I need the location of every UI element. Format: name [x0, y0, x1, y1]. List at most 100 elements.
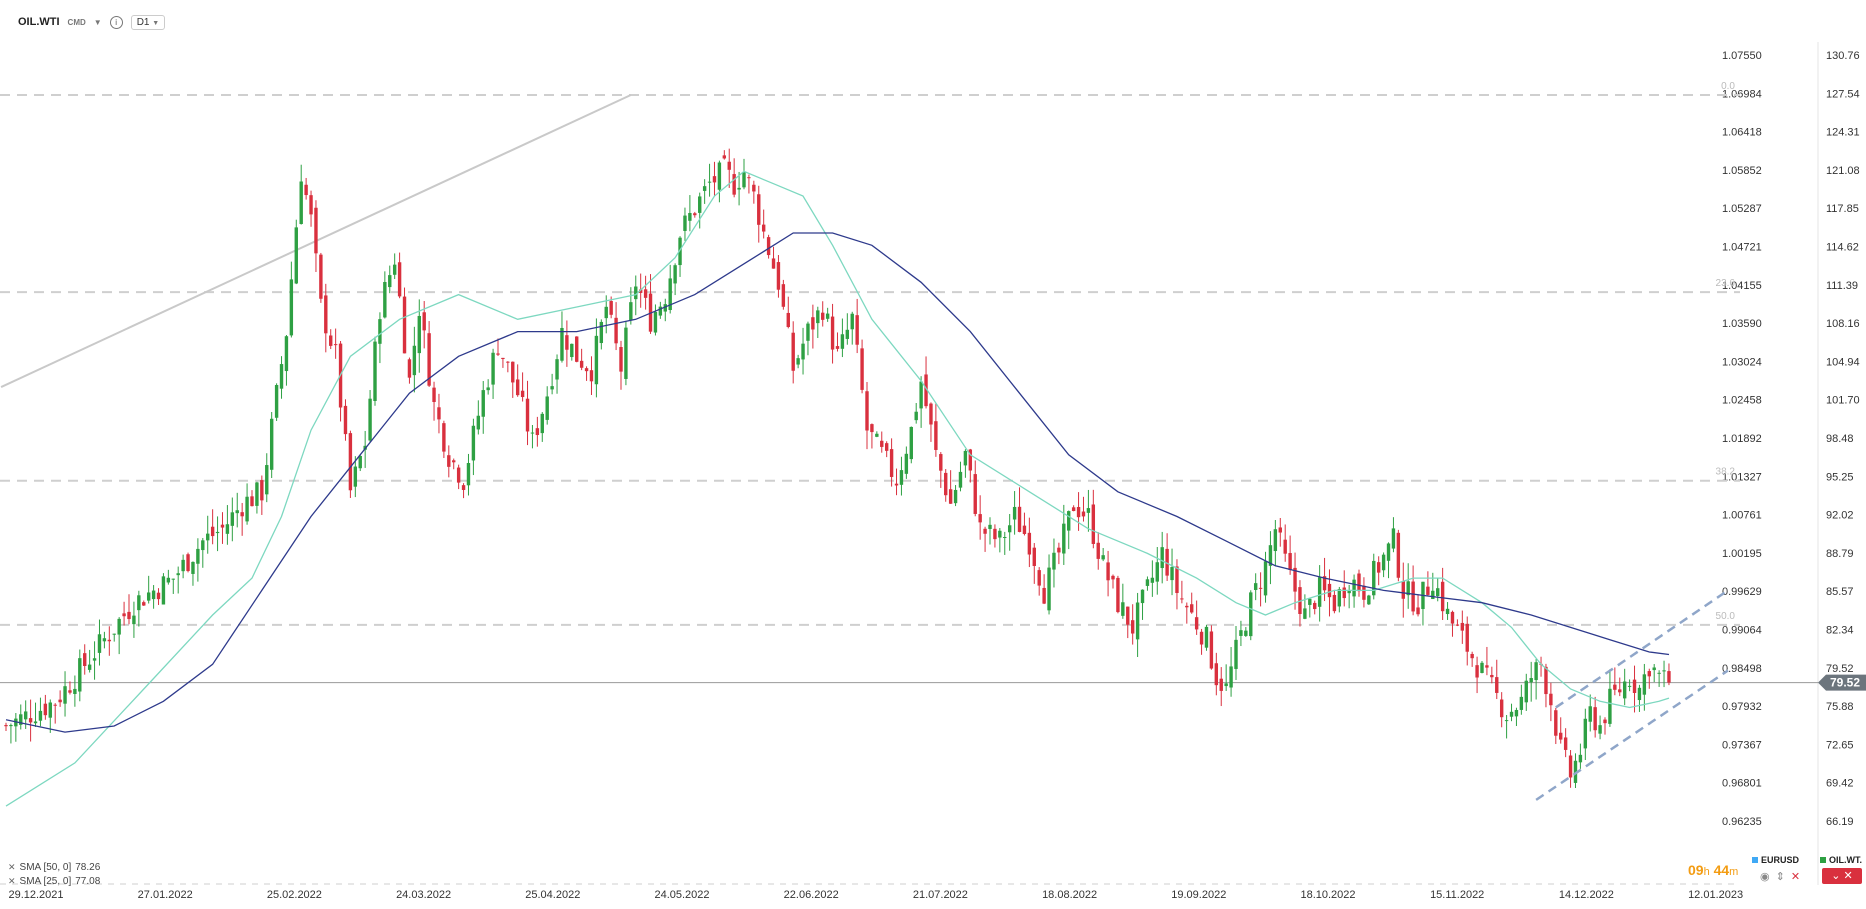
legend-sma-25[interactable]: ✕ SMA [25, 0] 77.08: [8, 876, 100, 887]
info-icon[interactable]: i: [109, 15, 123, 29]
candle-body: [1367, 595, 1371, 605]
candle-body: [1622, 681, 1627, 699]
candle-body: [899, 470, 904, 485]
candle-body: [643, 289, 648, 298]
candle-body: [1027, 532, 1032, 555]
candle-body: [319, 254, 323, 299]
compare-oil[interactable]: OIL.WT.: [1820, 855, 1862, 865]
candle-body: [166, 577, 171, 583]
candle-body: [884, 443, 889, 451]
sort-icon[interactable]: ⇕: [1775, 871, 1785, 883]
candle-body: [68, 690, 72, 693]
candle-body: [1322, 576, 1327, 591]
candle-body: [889, 449, 894, 477]
candle-body: [265, 465, 269, 495]
candle-body: [707, 181, 712, 183]
candle-body: [973, 474, 977, 514]
chevron-down-icon: ⌄: [1831, 870, 1841, 882]
candle-body: [1598, 725, 1602, 734]
candle-body: [742, 172, 746, 188]
remove-series-button[interactable]: ⌄ ✕: [1822, 868, 1862, 884]
timeframe-select[interactable]: D1 ▼: [130, 14, 166, 30]
candle-body: [427, 333, 431, 386]
x-tick-label: 18.08.2022: [1042, 889, 1097, 901]
candle-body: [1293, 567, 1297, 592]
candle-body: [530, 432, 535, 434]
candle-body: [535, 428, 540, 436]
candle-body: [1239, 630, 1243, 636]
candle-body: [1475, 665, 1479, 678]
close-icon[interactable]: ✕: [8, 876, 16, 886]
timeframe-value: D1: [136, 16, 150, 28]
candle-body: [1436, 588, 1440, 596]
candle-body: [1480, 662, 1484, 673]
y-tick-label: 95.25: [1826, 471, 1854, 483]
candle-body: [1583, 718, 1588, 749]
y-tick-label: 85.57: [1826, 586, 1854, 598]
candle-body: [732, 174, 736, 195]
candle-body: [156, 592, 161, 600]
candle-body: [274, 384, 279, 418]
candle-body: [201, 540, 205, 551]
candle-body: [417, 315, 421, 354]
candle-body: [181, 559, 185, 572]
candle-body: [752, 184, 756, 192]
candle-body: [432, 387, 436, 403]
chevron-down-icon[interactable]: ▼: [93, 17, 102, 27]
eye-icon[interactable]: ◉: [1760, 871, 1770, 883]
candle-body: [1593, 707, 1597, 731]
candle-body: [1337, 589, 1342, 607]
candle-body: [786, 312, 790, 328]
candle-body: [1249, 592, 1253, 637]
y-tick-label: 127.54: [1826, 88, 1860, 100]
candle-body: [127, 611, 131, 620]
candle-body: [1096, 542, 1100, 559]
candle-body: [796, 358, 800, 365]
candle-body: [978, 514, 982, 523]
candle-body: [368, 398, 372, 441]
x-tick-label: 24.03.2022: [396, 889, 451, 901]
candle-body: [1504, 720, 1509, 722]
legend-sma-50[interactable]: ✕ SMA [50, 0] 78.26: [8, 862, 100, 873]
candle-body: [191, 561, 195, 574]
compare-eurusd[interactable]: EURUSD: [1752, 855, 1799, 865]
y-tick-label: 88.79: [1826, 548, 1854, 560]
candle-body: [801, 343, 805, 360]
color-swatch: [1820, 857, 1826, 863]
candle-body: [83, 653, 87, 666]
candle-body: [378, 319, 382, 344]
candle-body: [73, 688, 77, 694]
symbol-label[interactable]: OIL.WTI: [18, 16, 60, 28]
candle-body: [761, 224, 766, 232]
candle-body: [550, 386, 554, 390]
close-icon[interactable]: ✕: [8, 862, 16, 872]
candle-body: [579, 360, 584, 368]
candle-body: [1396, 532, 1401, 578]
candle-body: [1445, 608, 1450, 615]
y-tick-label: 111.39: [1826, 280, 1858, 292]
candle-body: [348, 433, 353, 491]
candle-body: [1401, 581, 1405, 599]
candle-body: [791, 332, 795, 371]
compare-tick-label: 1.05852: [1722, 165, 1762, 177]
compare-tick-label: 1.04155: [1722, 280, 1762, 292]
candle-body: [1071, 507, 1076, 511]
candle-body: [1627, 685, 1632, 687]
y-tick-label: 104.94: [1826, 356, 1860, 368]
candle-body: [87, 664, 92, 670]
candle-body: [1549, 693, 1553, 706]
candle-body: [1519, 696, 1524, 710]
candle-body: [634, 286, 638, 300]
candle-body: [1268, 545, 1273, 566]
close-icon[interactable]: ✕: [1790, 871, 1801, 883]
candle-body: [1180, 598, 1184, 600]
candle-body: [1465, 623, 1469, 652]
y-tick-label: 124.31: [1826, 127, 1860, 139]
candle-body: [845, 329, 850, 339]
candle-body: [299, 181, 303, 224]
candle-body: [1509, 711, 1514, 717]
candle-body: [142, 602, 146, 606]
candle-body: [1032, 547, 1036, 566]
candle-body: [1012, 506, 1017, 520]
